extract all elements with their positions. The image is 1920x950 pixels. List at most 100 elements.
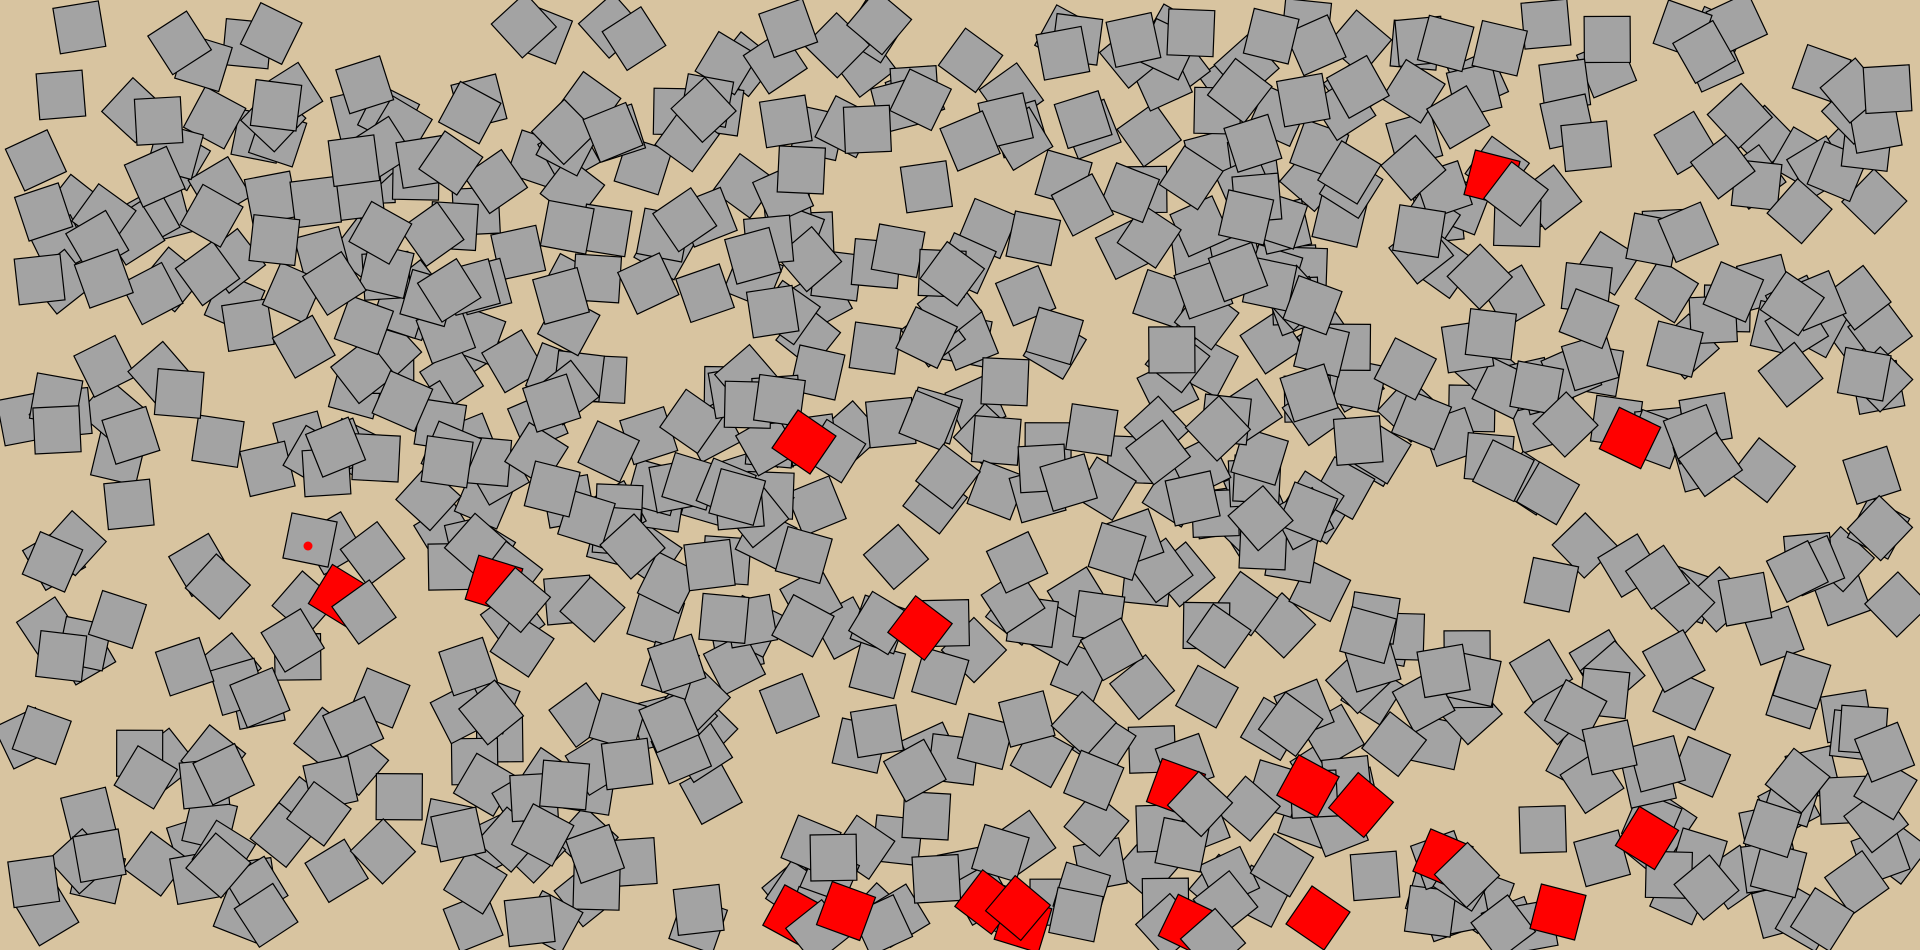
gray-tile[interactable] [599,513,666,580]
gray-tile[interactable] [249,78,303,132]
gray-tile[interactable] [895,305,959,370]
gray-tile[interactable] [970,414,1022,466]
gray-tile[interactable] [1416,643,1471,699]
gray-tile[interactable] [285,780,352,847]
gray-tile[interactable] [1373,337,1438,401]
gray-tile[interactable] [1471,19,1529,77]
gray-tile[interactable] [1148,326,1196,374]
gray-tile[interactable] [484,566,552,634]
gray-tile[interactable] [13,182,74,242]
gray-tile[interactable] [1558,288,1620,350]
gray-tile[interactable] [774,525,833,585]
gray-tile[interactable] [539,199,595,255]
gray-tile[interactable] [11,704,72,766]
gray-tile[interactable] [153,368,205,419]
gray-tile[interactable] [335,55,395,115]
gray-tile[interactable] [1079,617,1145,682]
gray-tile[interactable] [1380,134,1447,202]
gray-tile[interactable] [1206,57,1273,124]
gray-tile[interactable] [708,467,767,527]
gray-tile[interactable] [1403,884,1457,938]
gray-tile[interactable] [1515,461,1581,526]
gray-tile[interactable] [503,895,556,948]
red-tile[interactable] [886,594,954,662]
red-tile[interactable] [1529,883,1587,941]
gray-tile[interactable] [192,742,256,806]
gray-tile[interactable] [670,76,737,144]
gray-tile[interactable] [683,538,736,592]
marked-tile[interactable] [282,512,338,568]
red-tile[interactable] [1327,771,1395,839]
gray-tile[interactable] [1392,204,1447,259]
gray-tile[interactable] [375,772,424,821]
gray-tile[interactable] [1532,391,1599,458]
gray-tile[interactable] [348,200,413,265]
gray-tile[interactable] [521,373,582,433]
gray-tile[interactable] [1416,14,1475,73]
gray-tile[interactable] [229,666,291,729]
gray-tile[interactable] [1509,360,1565,416]
gray-tile[interactable] [87,589,148,650]
gray-tile[interactable] [937,27,1004,94]
gray-tile[interactable] [1279,363,1339,423]
gray-tile[interactable] [1673,854,1740,921]
gray-tile[interactable] [531,266,591,325]
gray-tile[interactable] [1717,571,1773,627]
gray-tile[interactable] [1062,749,1125,812]
gray-tile[interactable] [1863,571,1920,638]
gray-tile[interactable] [1706,82,1774,150]
gray-tile[interactable] [1764,747,1831,814]
gray-tile[interactable] [1125,419,1192,486]
gray-tile[interactable] [939,110,1001,172]
gray-tile[interactable] [1671,19,1737,85]
gray-tile[interactable] [651,186,718,253]
gray-tile[interactable] [21,530,84,593]
gray-tile[interactable] [1846,494,1914,562]
gray-tile[interactable] [1166,8,1216,58]
gray-tile[interactable] [437,80,502,145]
gray-tile[interactable] [530,98,598,166]
gray-tile[interactable] [745,284,800,339]
gray-tile[interactable] [248,214,301,267]
gray-tile[interactable] [416,257,482,323]
gray-tile[interactable] [582,101,644,164]
gray-tile[interactable] [1099,162,1161,224]
gray-tile[interactable] [73,248,134,309]
gray-tile[interactable] [1223,113,1283,173]
gray-tile[interactable] [1184,395,1252,462]
gray-tile[interactable] [1560,120,1613,173]
gray-tile[interactable] [1759,270,1826,337]
gray-tile[interactable] [430,806,487,863]
gray-tile[interactable] [1360,710,1428,778]
gray-tile[interactable] [1025,306,1085,366]
gray-tile[interactable] [1641,628,1706,694]
gray-tile[interactable] [462,148,529,215]
gray-tile[interactable] [123,145,186,208]
gray-tile[interactable] [577,420,641,484]
gray-tile[interactable] [1862,64,1913,115]
gray-tile[interactable] [809,833,858,882]
gray-tile[interactable] [1349,850,1401,902]
gray-tile[interactable] [339,520,406,587]
gray-tile[interactable] [803,11,871,79]
gray-tile[interactable] [1425,84,1491,150]
gray-tile[interactable] [1729,437,1797,504]
gray-tile[interactable] [698,592,750,645]
gray-tile[interactable] [1766,177,1833,245]
gray-tile[interactable] [1316,139,1382,205]
gray-tile[interactable] [1508,638,1574,704]
gray-tile[interactable] [1518,805,1568,854]
gray-tile[interactable] [899,160,954,214]
gray-tile[interactable] [842,104,893,154]
gray-tile[interactable] [848,321,902,375]
gray-tile[interactable] [771,593,835,658]
gray-tile[interactable] [997,690,1056,748]
gray-tile[interactable] [1757,341,1824,408]
gray-tile[interactable] [1108,653,1176,721]
gray-tile[interactable] [1523,556,1580,613]
gray-tile[interactable] [146,10,213,76]
gray-tile[interactable] [304,416,367,478]
gray-tile[interactable] [457,679,525,746]
gray-tile[interactable] [239,1,303,66]
